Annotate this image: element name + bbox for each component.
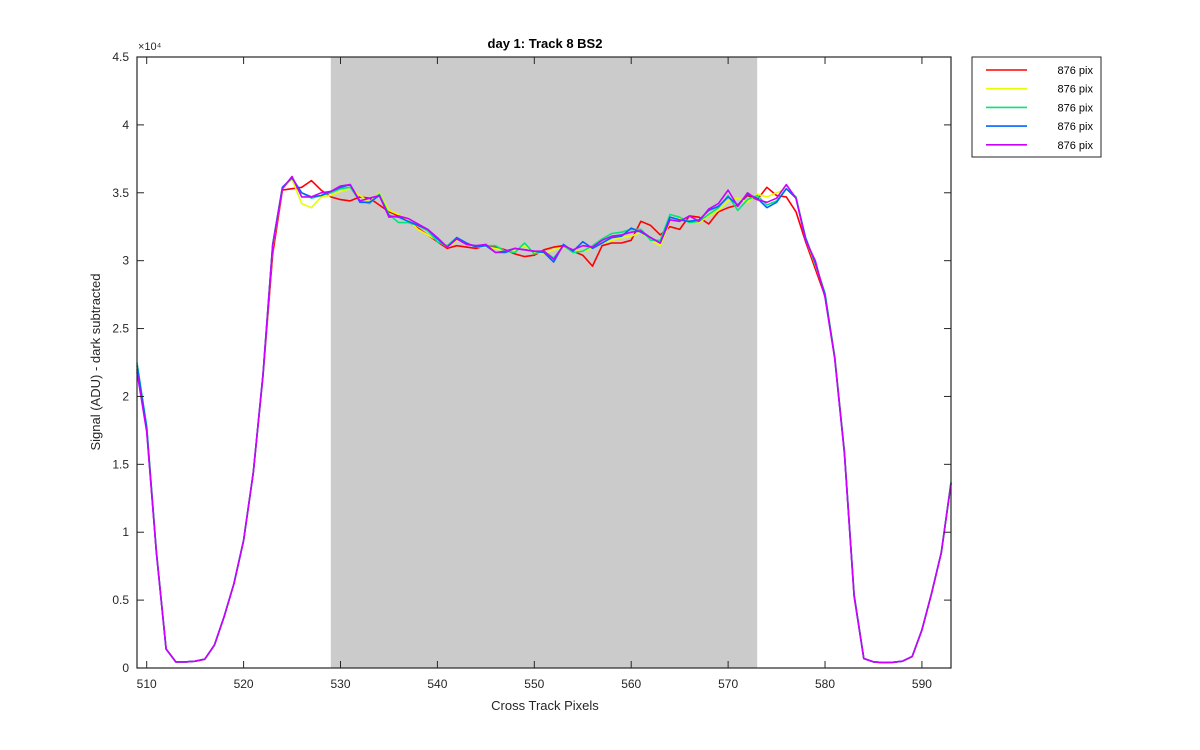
x-axis-label: Cross Track Pixels [491,698,599,713]
axes-box [136,56,952,669]
legend-label-1: 876 pix [1058,65,1094,77]
y-tick-label: 4.5 [112,50,129,64]
y-tick-label: 2.5 [112,322,129,336]
x-tick-label: 550 [524,677,544,691]
y-tick-label: 0.5 [112,593,129,607]
x-tick-label: 520 [234,677,254,691]
shaded-region [330,57,758,668]
y-tick-label: 2 [122,389,129,403]
legend-label-4: 876 pix [1058,121,1094,133]
y-tick-label: 1.5 [112,457,129,471]
x-tick-label: 510 [137,677,157,691]
x-tick-label: 570 [718,677,738,691]
y-tick-label: 0 [122,661,129,675]
legend-label-2: 876 pix [1058,84,1094,96]
y-axis-multiplier: ×10⁴ [138,41,162,53]
y-tick-label: 3 [122,254,129,268]
legend-label-5: 876 pix [1058,140,1094,152]
y-tick-label: 4 [122,118,129,132]
x-tick-label: 590 [912,677,932,691]
series-line-5 [136,175,952,664]
legend: 876 pix 876 pix 876 pix 876 pix 876 pix [971,56,1102,158]
x-tick-label: 530 [330,677,350,691]
x-tick-label: 560 [621,677,641,691]
x-tick-label: 540 [427,677,447,691]
y-tick-label: 3.5 [112,186,129,200]
legend-label-3: 876 pix [1058,102,1094,114]
y-tick-label: 1 [122,525,129,539]
y-axis-label: Signal (ADU) - dark subtracted [88,273,103,450]
x-tick-label: 580 [815,677,835,691]
chart-title: day 1: Track 8 BS2 [488,36,603,51]
